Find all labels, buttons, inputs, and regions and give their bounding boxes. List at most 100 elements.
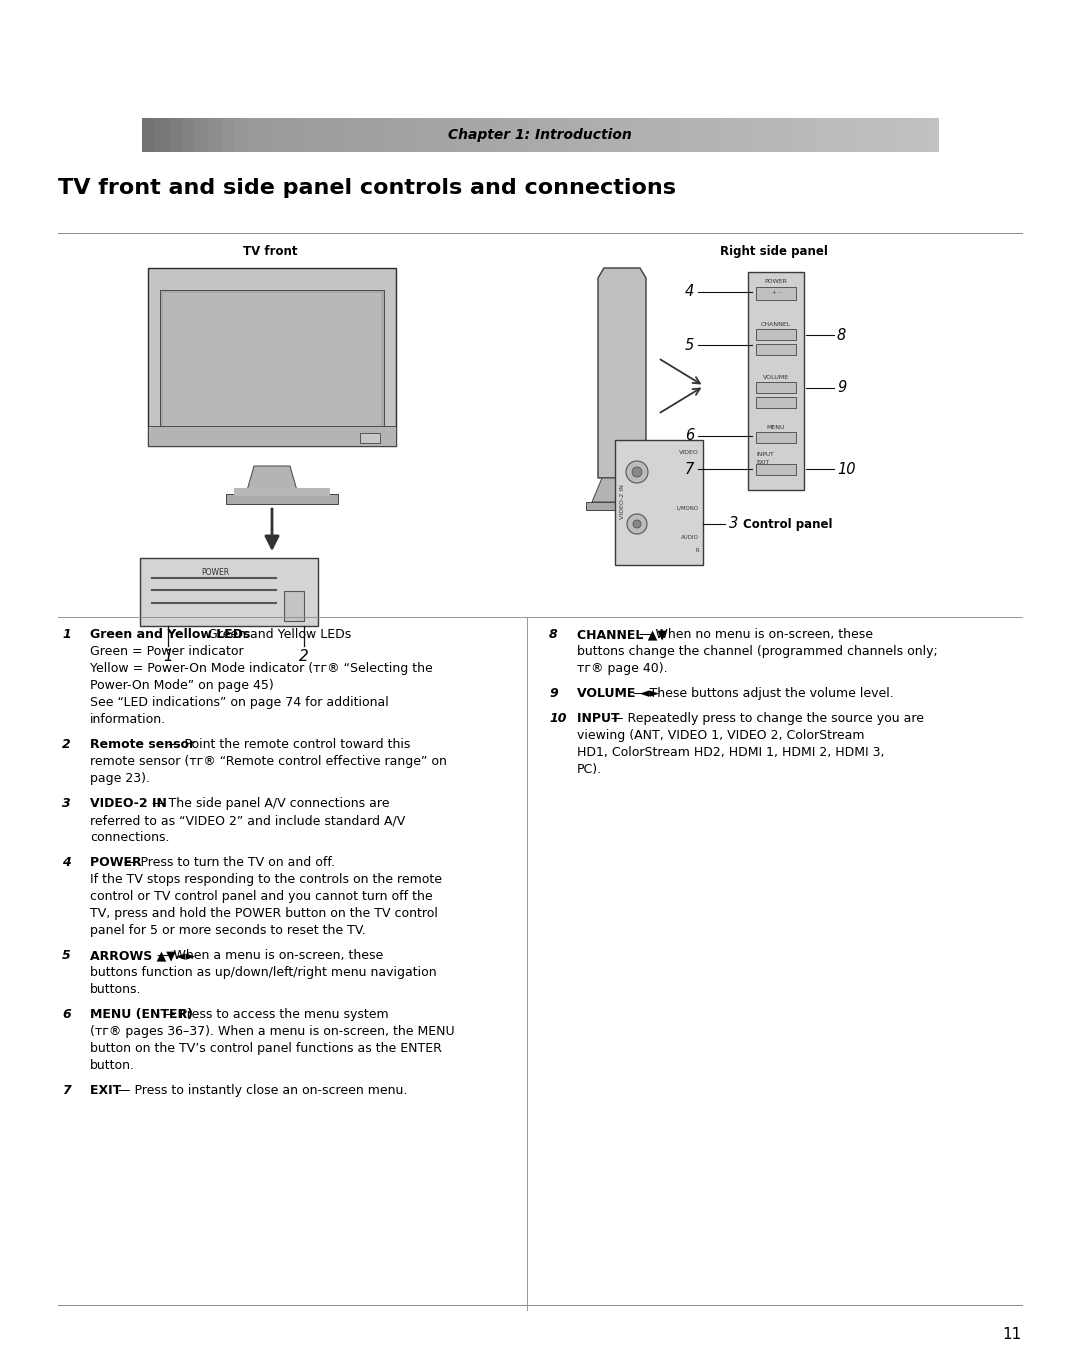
Text: POWER: POWER — [90, 857, 146, 869]
Text: — Repeatedly press to change the source you are: — Repeatedly press to change the source … — [610, 712, 923, 724]
Text: button on the TV’s control panel functions as the ENTER: button on the TV’s control panel functio… — [90, 1041, 442, 1055]
Bar — [141, 117, 156, 152]
Text: Remote sensor: Remote sensor — [90, 738, 200, 751]
Text: 7: 7 — [62, 1085, 71, 1097]
Text: 4: 4 — [62, 857, 71, 869]
Bar — [832, 117, 846, 152]
Bar — [756, 344, 796, 355]
Bar — [513, 117, 527, 152]
Bar — [148, 426, 396, 447]
Bar — [620, 117, 633, 152]
Text: 10: 10 — [837, 461, 855, 476]
Bar — [314, 117, 328, 152]
Text: Control panel: Control panel — [743, 518, 833, 532]
Bar — [261, 117, 275, 152]
Text: — Press to access the menu system: — Press to access the menu system — [163, 1008, 389, 1021]
Bar — [899, 117, 912, 152]
Text: POWER: POWER — [765, 279, 787, 285]
Circle shape — [627, 514, 647, 534]
Bar — [327, 117, 341, 152]
Text: buttons.: buttons. — [90, 983, 141, 996]
Polygon shape — [592, 478, 654, 502]
Bar — [846, 117, 859, 152]
Bar — [447, 117, 461, 152]
Bar — [474, 117, 487, 152]
Bar — [567, 117, 580, 152]
Bar — [756, 397, 796, 407]
Text: Yellow = Power-On Mode indicator (тг® “Selecting the: Yellow = Power-On Mode indicator (тг® “S… — [90, 662, 433, 674]
Text: 7: 7 — [685, 461, 694, 476]
Bar — [553, 117, 567, 152]
Bar — [885, 117, 899, 152]
Text: 5: 5 — [685, 337, 694, 352]
Text: EXIT: EXIT — [90, 1085, 125, 1097]
Bar — [713, 117, 726, 152]
Bar — [686, 117, 700, 152]
Text: INPUT: INPUT — [756, 452, 773, 457]
Bar — [284, 591, 303, 621]
Text: 4: 4 — [685, 285, 694, 299]
Text: CHANNEL ▲▼: CHANNEL ▲▼ — [577, 629, 672, 641]
Bar — [924, 117, 939, 152]
Text: Chapter 1: Introduction: Chapter 1: Introduction — [448, 128, 632, 142]
Text: VOLUME: VOLUME — [762, 375, 789, 380]
Bar — [615, 440, 703, 565]
Text: See “LED indications” on page 74 for additional: See “LED indications” on page 74 for add… — [90, 696, 389, 710]
Bar — [420, 117, 434, 152]
Text: page 23).: page 23). — [90, 772, 150, 785]
Bar — [163, 293, 381, 430]
Bar — [606, 117, 620, 152]
Text: 8: 8 — [837, 328, 847, 343]
Bar — [753, 117, 766, 152]
Bar — [168, 117, 183, 152]
Text: referred to as “VIDEO 2” and include standard A/V: referred to as “VIDEO 2” and include sta… — [90, 813, 405, 827]
Text: viewing (ANT, VIDEO 1, VIDEO 2, ColorStream: viewing (ANT, VIDEO 1, VIDEO 2, ColorStr… — [577, 728, 864, 742]
Text: Green = Power indicator: Green = Power indicator — [90, 645, 244, 658]
Bar — [586, 502, 660, 510]
Text: VIDEO-2 IN: VIDEO-2 IN — [621, 484, 625, 519]
Circle shape — [626, 461, 648, 483]
Text: 1: 1 — [163, 649, 173, 664]
Text: — When no menu is on-screen, these: — When no menu is on-screen, these — [638, 629, 873, 641]
Text: 6: 6 — [62, 1008, 71, 1021]
Text: MENU: MENU — [767, 425, 785, 430]
Text: — Press to instantly close an on-screen menu.: — Press to instantly close an on-screen … — [118, 1085, 407, 1097]
Bar — [859, 117, 873, 152]
Bar — [354, 117, 368, 152]
Text: — Press to turn the TV on and off.: — Press to turn the TV on and off. — [123, 857, 335, 869]
Bar — [726, 117, 740, 152]
Bar — [527, 117, 540, 152]
Text: 6: 6 — [685, 429, 694, 444]
Text: ARROWS ▲▼◄►: ARROWS ▲▼◄► — [90, 948, 200, 962]
Text: connections.: connections. — [90, 831, 170, 844]
Bar — [739, 117, 753, 152]
Text: R: R — [696, 548, 699, 553]
Bar — [407, 117, 421, 152]
Bar — [301, 117, 315, 152]
Text: HD1, ColorStream HD2, HDMI 1, HDMI 2, HDMI 3,: HD1, ColorStream HD2, HDMI 1, HDMI 2, HD… — [577, 746, 885, 759]
Text: — Point the remote control toward this: — Point the remote control toward this — [168, 738, 410, 751]
Bar — [580, 117, 594, 152]
Bar — [756, 382, 796, 393]
Bar — [779, 117, 793, 152]
Bar — [248, 117, 261, 152]
Text: TV front and side panel controls and connections: TV front and side panel controls and con… — [58, 178, 676, 198]
Text: POWER: POWER — [201, 568, 229, 577]
Bar — [140, 558, 318, 626]
Text: тг® page 40).: тг® page 40). — [577, 662, 667, 674]
Bar — [434, 117, 447, 152]
Bar — [460, 117, 474, 152]
Bar — [274, 117, 288, 152]
Text: L/MONO: L/MONO — [677, 505, 699, 510]
Text: 10: 10 — [549, 712, 567, 724]
Bar — [156, 117, 170, 152]
Bar — [208, 117, 222, 152]
Text: panel for 5 or more seconds to reset the TV.: panel for 5 or more seconds to reset the… — [90, 924, 366, 938]
Text: INPUT: INPUT — [577, 712, 624, 724]
Bar — [699, 117, 713, 152]
Bar — [341, 117, 354, 152]
Text: Power-On Mode” on page 45): Power-On Mode” on page 45) — [90, 679, 273, 692]
Text: TV, press and hold the POWER button on the TV control: TV, press and hold the POWER button on t… — [90, 907, 437, 920]
Text: VOLUME ◄►: VOLUME ◄► — [577, 687, 663, 700]
Bar — [756, 464, 796, 475]
